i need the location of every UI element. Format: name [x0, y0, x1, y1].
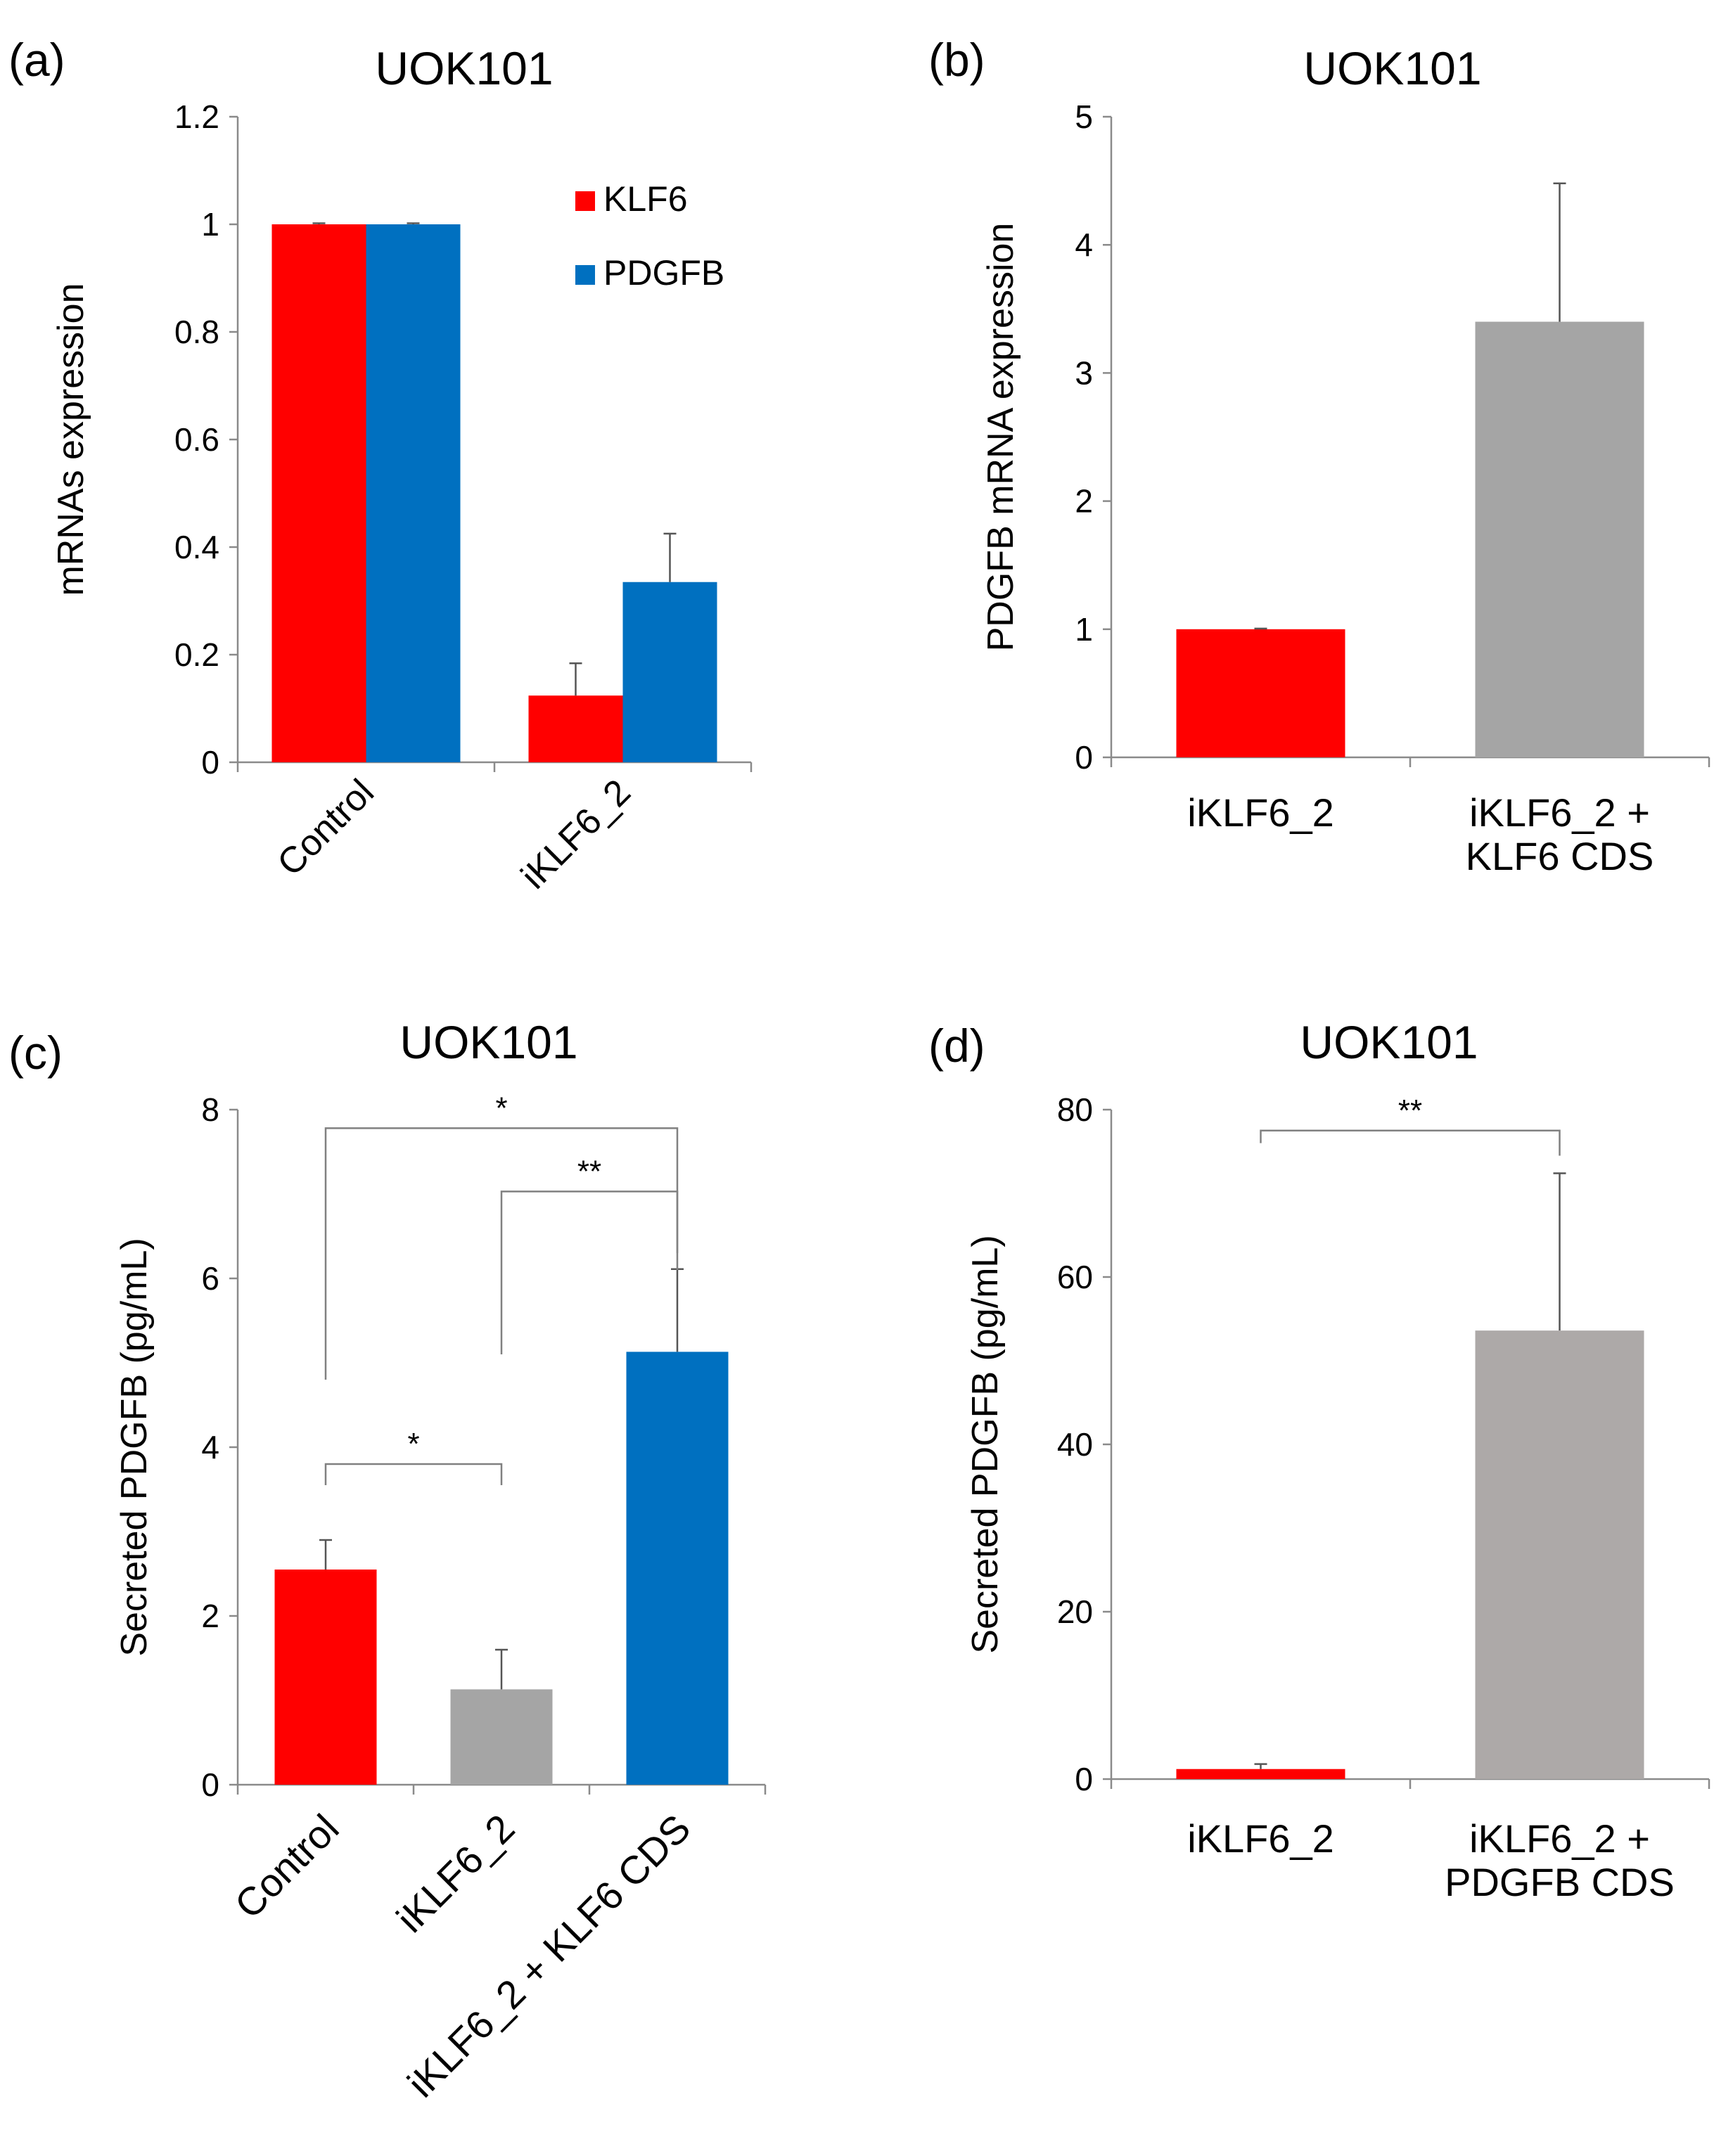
chart-title: UOK101	[399, 1016, 577, 1068]
chart-title: UOK101	[1300, 1016, 1478, 1068]
panel-a: (a) UOK101 mRNAs expression 0 0.2 0.4 0.6 0.8 1 1…	[8, 34, 753, 897]
y-tick-label: 60	[1057, 1259, 1093, 1295]
panel-label: (c)	[8, 1027, 63, 1079]
bar	[1176, 629, 1345, 757]
legend-label: PDGFB	[603, 253, 724, 293]
bar-pdgfb	[622, 582, 717, 762]
y-tick-label: 4	[201, 1429, 219, 1465]
y-tick-label: 20	[1057, 1593, 1093, 1630]
y-tick-label: 5	[1075, 98, 1093, 135]
y-tick-label: 2	[1075, 483, 1093, 520]
x-category-label: iKLF6_2	[1187, 1816, 1334, 1861]
bar	[1475, 1330, 1644, 1779]
y-tick-label: 0	[201, 744, 219, 781]
y-axis-label: PDGFB mRNA expression	[980, 223, 1021, 652]
x-category-label: PDGFB CDS	[1445, 1860, 1675, 1904]
y-axis-label: Secreted PDGFB (pg/mL)	[965, 1235, 1006, 1653]
x-category-label: iKLF6_2	[388, 1806, 523, 1941]
bar	[1176, 1769, 1345, 1779]
chart-title: UOK101	[1303, 42, 1481, 94]
significance-label: **	[577, 1154, 601, 1188]
x-category-label: iKLF6_2 + KLF6 CDS	[399, 1806, 698, 2105]
panel-label: (d)	[928, 1020, 985, 1072]
y-tick-label: 40	[1057, 1426, 1093, 1463]
bar	[450, 1689, 553, 1785]
bar-pdgfb	[366, 224, 461, 762]
chart-title: UOK101	[375, 42, 553, 94]
significance-bracket	[324, 1463, 503, 1485]
x-category-label: iKLF6_2 +	[1469, 790, 1650, 835]
significance-label: **	[1398, 1093, 1422, 1128]
legend-swatch-klf6	[575, 191, 595, 211]
y-tick-label: 1	[1075, 611, 1093, 648]
significance-label: *	[407, 1427, 419, 1461]
panel-b: (b) UOK101 PDGFB mRNA expression 0 1 2 3 4 5 iKLF…	[928, 34, 1710, 878]
significance-bracket	[1260, 1129, 1561, 1156]
x-category-label: iKLF6_2	[513, 771, 639, 897]
y-tick-label: 3	[1075, 354, 1093, 391]
y-tick-label: 0.2	[174, 636, 219, 673]
bar	[626, 1352, 729, 1785]
y-tick-label: 8	[201, 1091, 219, 1128]
x-category-label: Control	[226, 1806, 347, 1927]
panel-c: (c) UOK101 Secreted PDGFB (pg/mL) 0 2 4 6 8 Cont…	[8, 1016, 767, 2105]
y-tick-label: 0.8	[174, 314, 219, 350]
x-category-label: KLF6 CDS	[1466, 834, 1654, 878]
bar	[1475, 321, 1644, 757]
y-tick-label: 2	[201, 1598, 219, 1634]
x-category-label: iKLF6_2	[1187, 790, 1334, 835]
panel-label: (b)	[928, 34, 985, 86]
y-tick-label: 6	[201, 1260, 219, 1297]
y-axis-label: mRNAs expression	[51, 283, 91, 596]
y-tick-label: 0.4	[174, 529, 219, 565]
y-tick-label: 0	[1075, 739, 1093, 776]
panel-label: (a)	[8, 34, 65, 86]
legend-swatch-pdgfb	[575, 265, 595, 285]
significance-bracket	[500, 1191, 679, 1354]
y-tick-label: 80	[1057, 1091, 1093, 1128]
x-category-label: iKLF6_2 +	[1469, 1816, 1650, 1861]
significance-label: *	[495, 1091, 507, 1125]
legend-label: KLF6	[603, 179, 688, 219]
y-tick-label: 1.2	[174, 98, 219, 135]
y-tick-label: 0.6	[174, 421, 219, 458]
bar	[274, 1570, 377, 1785]
panel-d: (d) UOK101 Secreted PDGFB (pg/mL) 0 20 40 60 80…	[928, 1016, 1710, 1904]
y-tick-label: 0	[1075, 1761, 1093, 1797]
bar-klf6	[528, 695, 623, 762]
bar-klf6	[271, 224, 366, 762]
x-category-label: Control	[269, 771, 382, 884]
y-tick-label: 4	[1075, 226, 1093, 263]
y-tick-label: 0	[201, 1766, 219, 1803]
y-tick-label: 1	[201, 206, 219, 243]
significance-bracket	[324, 1127, 679, 1380]
y-axis-label: Secreted PDGFB (pg/mL)	[114, 1238, 155, 1656]
